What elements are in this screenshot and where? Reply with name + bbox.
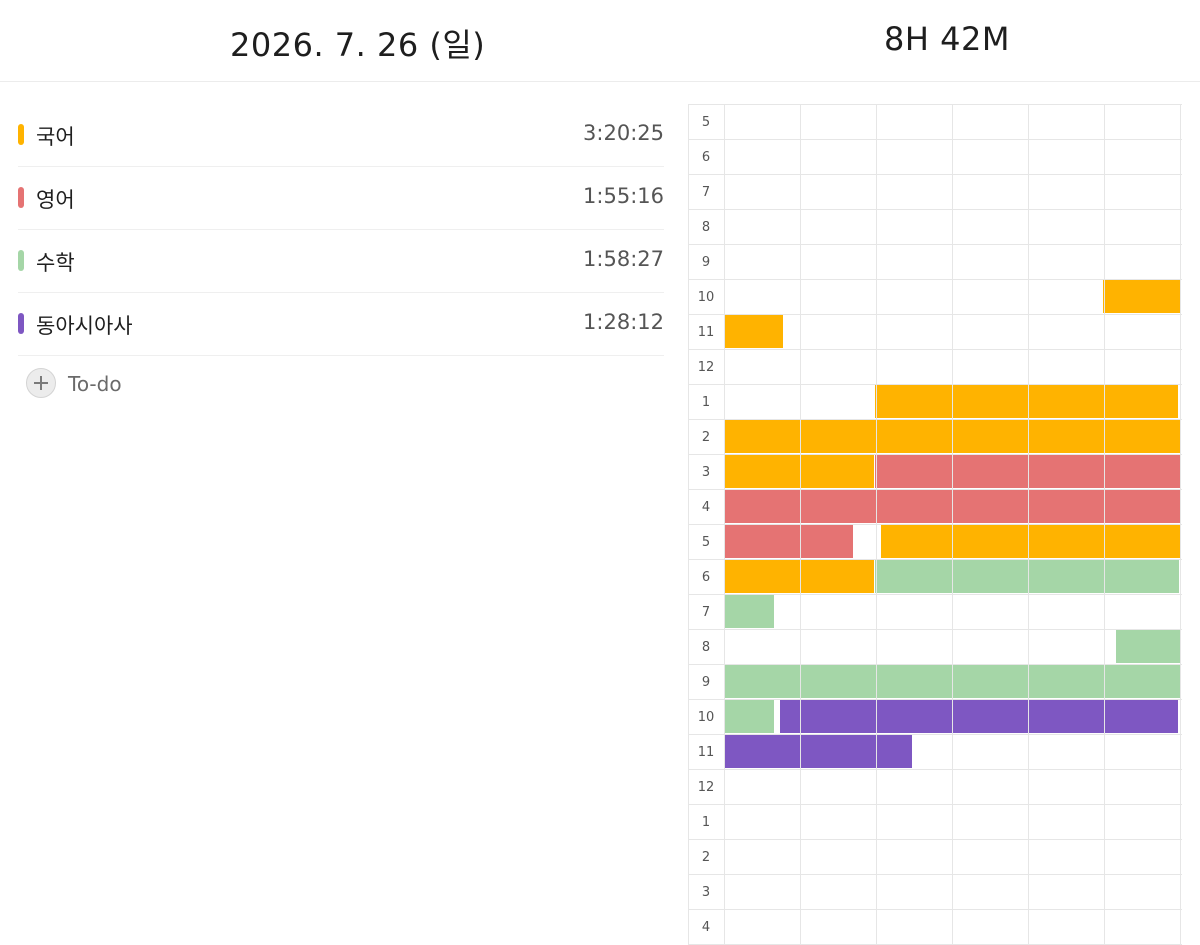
subject-list: 국어 3:20:25 영어 1:55:16 수학 1:58:27 동아시아사 1… bbox=[18, 104, 664, 356]
grid-row-line bbox=[688, 489, 1182, 490]
hour-label: 11 bbox=[697, 745, 715, 760]
hour-label: 12 bbox=[697, 780, 715, 795]
study-block[interactable] bbox=[725, 455, 875, 488]
subject-row-east-asian-history[interactable]: 동아시아사 1:28:12 bbox=[18, 293, 664, 356]
study-block[interactable] bbox=[875, 455, 1180, 488]
grid-row-line bbox=[688, 314, 1182, 315]
hour-label: 3 bbox=[701, 465, 711, 480]
grid-row-line bbox=[688, 174, 1182, 175]
hour-label: 8 bbox=[701, 640, 711, 655]
date-header: 2026. 7. 26 (일) 8H 42M bbox=[0, 0, 1200, 82]
hour-label: 2 bbox=[701, 850, 711, 865]
study-block[interactable] bbox=[881, 525, 1180, 558]
hour-label: 5 bbox=[701, 535, 711, 550]
hour-label: 7 bbox=[701, 185, 711, 200]
todo-label: To-do bbox=[68, 372, 122, 396]
subject-color-swatch bbox=[18, 250, 24, 271]
hour-label: 1 bbox=[701, 815, 711, 830]
study-block[interactable] bbox=[875, 385, 1178, 418]
hour-label: 3 bbox=[701, 885, 711, 900]
hour-label: 12 bbox=[697, 360, 715, 375]
study-block[interactable] bbox=[725, 735, 913, 768]
grid-row-line bbox=[688, 279, 1182, 280]
grid-row-line bbox=[688, 874, 1182, 875]
grid-row-line bbox=[688, 209, 1182, 210]
hour-label: 5 bbox=[701, 115, 711, 130]
hour-label: 8 bbox=[701, 220, 711, 235]
subject-time: 1:55:16 bbox=[583, 184, 664, 208]
study-block[interactable] bbox=[875, 560, 1179, 593]
hour-label: 9 bbox=[701, 255, 711, 270]
study-block[interactable] bbox=[779, 700, 1178, 733]
subject-name: 영어 bbox=[36, 188, 75, 212]
grid-column-line bbox=[800, 104, 801, 944]
grid-column-line bbox=[1028, 104, 1029, 944]
grid-row-line bbox=[688, 629, 1182, 630]
total-study-time: 8H 42M bbox=[884, 20, 1010, 58]
date-title[interactable]: 2026. 7. 26 (일) bbox=[230, 26, 486, 64]
grid-row-line bbox=[688, 664, 1182, 665]
grid-row-line bbox=[688, 384, 1182, 385]
plus-icon bbox=[26, 368, 56, 398]
grid-column-line bbox=[688, 104, 689, 944]
hour-label: 4 bbox=[701, 920, 711, 935]
hour-label: 7 bbox=[701, 605, 711, 620]
grid-row-line bbox=[688, 454, 1182, 455]
subject-time: 3:20:25 bbox=[583, 121, 664, 145]
subject-color-swatch bbox=[18, 124, 24, 145]
hour-label: 6 bbox=[701, 150, 711, 165]
grid-row-line bbox=[688, 804, 1182, 805]
hour-label: 10 bbox=[697, 290, 715, 305]
subject-color-swatch bbox=[18, 313, 24, 334]
subject-color-swatch bbox=[18, 187, 24, 208]
subject-name: 동아시아사 bbox=[36, 314, 133, 338]
grid-row-line bbox=[688, 559, 1182, 560]
grid-row-line bbox=[688, 699, 1182, 700]
grid-row-line bbox=[688, 524, 1182, 525]
grid-row-line bbox=[688, 769, 1182, 770]
grid-column-line bbox=[724, 104, 725, 944]
hour-label: 9 bbox=[701, 675, 711, 690]
hour-label: 10 bbox=[697, 710, 715, 725]
study-block[interactable] bbox=[725, 315, 784, 348]
study-block[interactable] bbox=[725, 700, 775, 733]
subject-row-math[interactable]: 수학 1:58:27 bbox=[18, 230, 664, 293]
grid-row-line bbox=[688, 419, 1182, 420]
grid-row-line bbox=[688, 734, 1182, 735]
subject-time: 1:28:12 bbox=[583, 310, 664, 334]
subject-time: 1:58:27 bbox=[583, 247, 664, 271]
hour-label: 6 bbox=[701, 570, 711, 585]
grid-row-line bbox=[688, 594, 1182, 595]
grid-column-line bbox=[876, 104, 877, 944]
study-block[interactable] bbox=[1115, 630, 1180, 663]
hour-label: 2 bbox=[701, 430, 711, 445]
grid-row-line bbox=[688, 839, 1182, 840]
hour-label: 11 bbox=[697, 325, 715, 340]
subject-name: 국어 bbox=[36, 125, 75, 149]
grid-row-line bbox=[688, 244, 1182, 245]
subject-row-english[interactable]: 영어 1:55:16 bbox=[18, 167, 664, 230]
study-block[interactable] bbox=[725, 595, 775, 628]
study-timetable-grid[interactable]: 5 6 7 8 9 10 11 12 1 2 3 4 5 6 7 8 9 10 11 12 1 2 3 4 bbox=[688, 104, 1182, 945]
study-block[interactable] bbox=[1103, 280, 1180, 313]
grid-column-line bbox=[1180, 104, 1181, 944]
subject-name: 수학 bbox=[36, 251, 75, 275]
grid-row-line bbox=[688, 349, 1182, 350]
grid-row-line bbox=[688, 139, 1182, 140]
study-block[interactable] bbox=[725, 525, 854, 558]
hour-label: 1 bbox=[701, 395, 711, 410]
grid-row-line bbox=[688, 104, 1182, 105]
grid-column-line bbox=[1104, 104, 1105, 944]
hour-label: 4 bbox=[701, 500, 711, 515]
grid-column-line bbox=[952, 104, 953, 944]
subject-row-korean[interactable]: 국어 3:20:25 bbox=[18, 104, 664, 167]
grid-row-line bbox=[688, 909, 1182, 910]
